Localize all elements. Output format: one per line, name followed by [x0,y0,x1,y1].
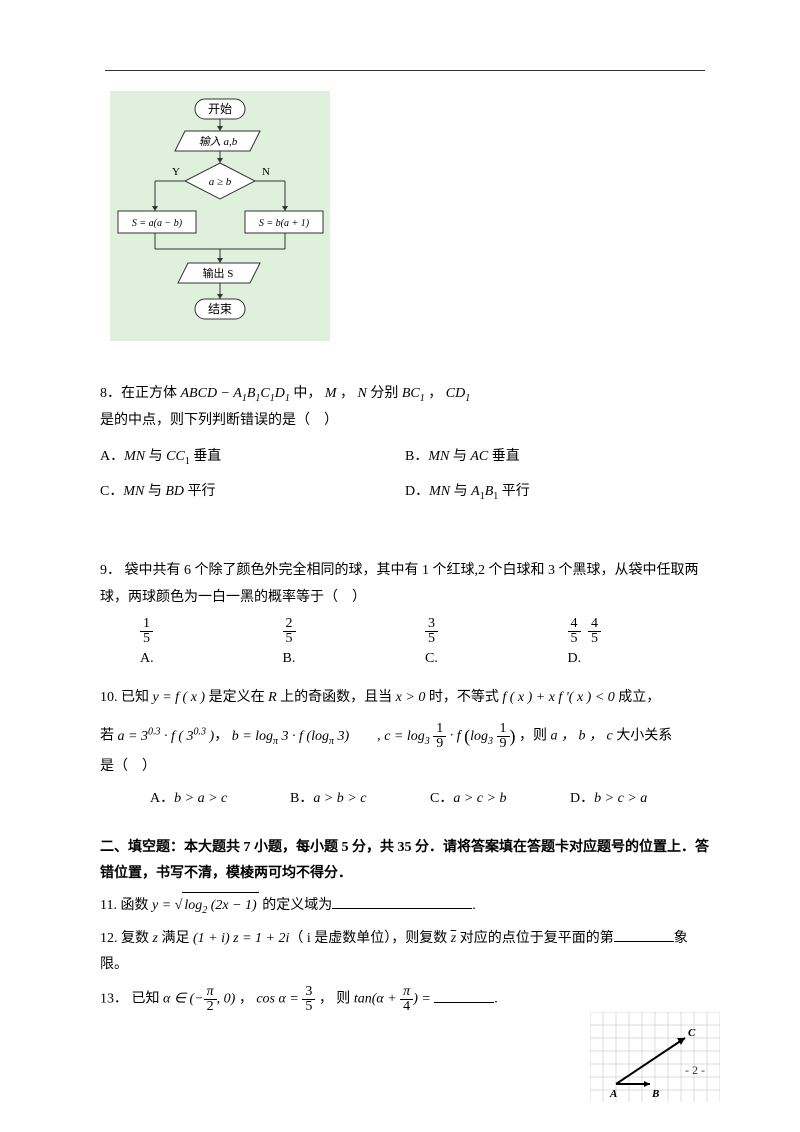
flow-left: S = a(a − b) [132,218,183,229]
flowchart: 开始 输入 a,b a ≥ b Y N S = a(a − b) [110,91,330,341]
q10-line1: 10. 已知 y = f ( x ) 是定义在 R 上的奇函数，且当 x > 0… [100,685,710,712]
q8-opt-d: D．MN 与 A1B1 平行 [405,479,710,506]
flow-input: 输入 a,b [199,135,238,148]
q9-stem: 9． 袋中共有 6 个除了颜色外完全相同的球，其中有 1 个红球,2 个白球和 … [100,558,710,611]
q8-stem: 8．在正方体 ABCD − A1B1C1D1 中， M ， N 分别 BC1 ，… [100,381,710,434]
q9: 9． 袋中共有 6 个除了颜色外完全相同的球，其中有 1 个红球,2 个白球和 … [100,558,710,673]
q8-opt-c: C．MN 与 BD 平行 [100,479,405,506]
flow-right: S = b(a + 1) [259,218,310,229]
q10-line2: 若 a = 30.3 · f ( 30.3 )， b = logπ 3 · f … [100,719,710,753]
q9-opt-d: 45 45 D. [568,617,711,673]
svg-text:C: C [688,1027,696,1039]
q10: 10. 已知 y = f ( x ) 是定义在 R 上的奇函数，且当 x > 0… [100,685,710,813]
q9-opt-b: 25 B. [283,617,426,673]
flow-start: 开始 [208,102,232,116]
q8-opt-a: A．MN 与 CC1 垂直 [100,444,405,471]
q10-opt-d: D．b > c > a [570,786,710,813]
q13: 13． 已知 α ∈ (−π2, 0) ， cos α = 35 ， 则 tan… [100,985,710,1014]
section2-title: 二、填空题：本大题共 7 小题，每小题 5 分，共 35 分．请将答案填在答题卡… [100,835,710,888]
corner-grid-figure: A B C [590,1012,720,1102]
flow-yes: Y [172,166,180,178]
q10-opt-c: C．a > c > b [430,786,570,813]
q9-opt-c: 35 C. [425,617,568,673]
q8: 8．在正方体 ABCD − A1B1C1D1 中， M ， N 分别 BC1 ，… [100,381,710,506]
q11: 11. 函数 y = √log2 (2x − 1) 的定义域为. [100,892,710,920]
flow-cond: a ≥ b [209,176,232,188]
flow-end: 结束 [208,302,232,316]
page-number: - 2 - [685,1059,705,1082]
svg-text:A: A [609,1088,617,1100]
q10-line3: 是（ ） [100,754,710,781]
q10-opt-b: B．a > b > c [290,786,430,813]
q12: 12. 复数 z 满足 (1 + i) z = 1 + 2i（ i 是虚数单位）… [100,926,710,979]
q8-opt-b: B．MN 与 AC 垂直 [405,444,710,471]
q10-opt-a: A．b > a > c [150,786,290,813]
svg-text:B: B [651,1088,659,1100]
flow-no: N [262,166,270,178]
flow-output: 输出 S [203,266,234,280]
q9-opt-a: 15 A. [140,617,283,673]
